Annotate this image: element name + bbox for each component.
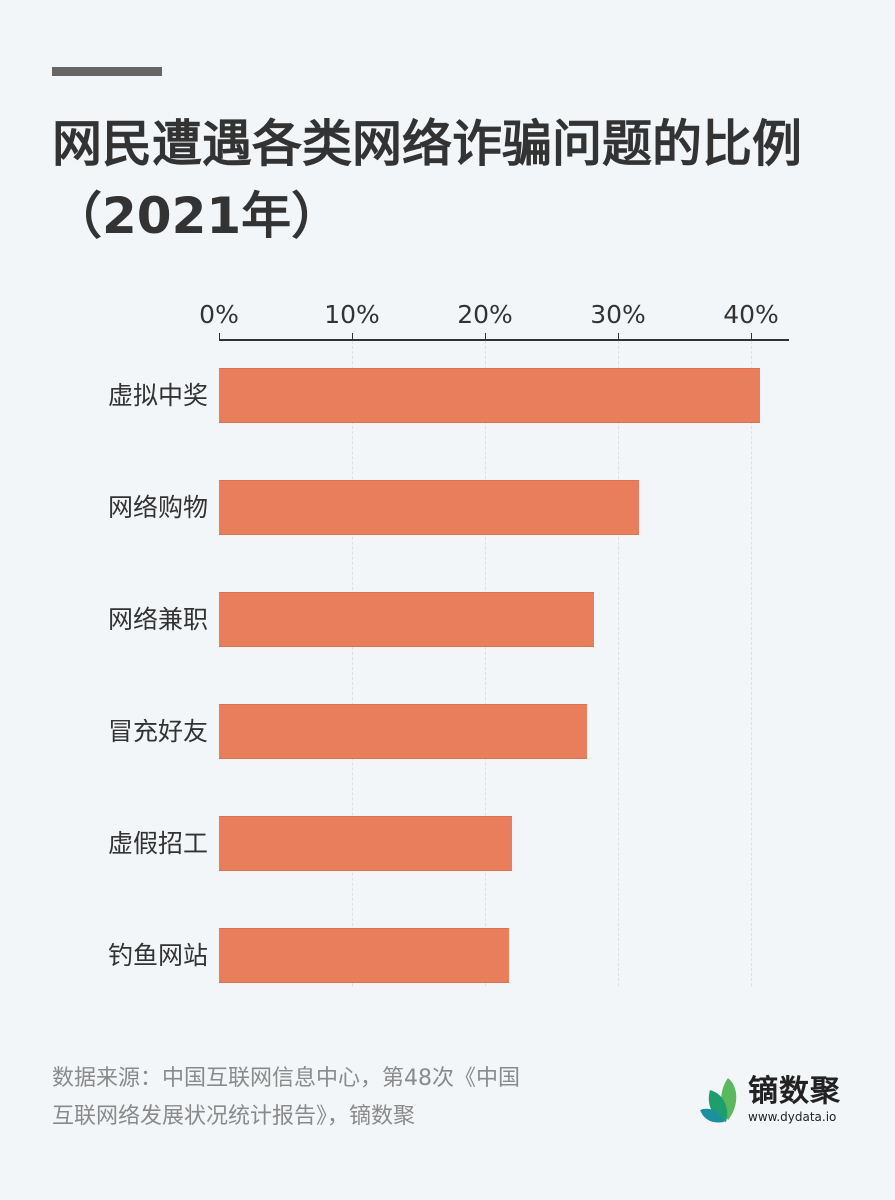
bar-3 — [219, 592, 595, 647]
gridline — [352, 341, 353, 986]
x-tick-label: 40% — [723, 300, 779, 329]
gridline — [618, 341, 619, 986]
category-label: 虚假招工 — [107, 829, 208, 858]
x-tick-label: 0% — [199, 300, 239, 329]
brand-logo: 镝数聚 www.dydata.io — [698, 1074, 841, 1124]
title-line-1: 网民遭遇各类网络诈骗问题的比例 — [52, 115, 802, 173]
bar-5 — [219, 816, 512, 871]
x-axis-tick — [751, 333, 752, 340]
chart-title: 网民遭遇各类网络诈骗问题的比例 （2021年） — [52, 108, 882, 252]
x-axis-line — [219, 339, 789, 341]
title-line-2: （2021年） — [52, 187, 342, 245]
leaf-logo-icon — [700, 1078, 737, 1123]
x-axis-tick — [618, 333, 619, 340]
bar-chart: 0% 10% 20% 30% 40% 虚拟中奖网络购物网络兼职冒充好友虚假招工钓鱼网站 — [107, 300, 789, 986]
bar-4 — [219, 704, 588, 759]
logo-name: 镝数聚 — [748, 1073, 841, 1109]
gridline — [485, 341, 486, 986]
x-axis-tick — [352, 333, 353, 340]
category-label: 网络购物 — [107, 493, 208, 522]
x-tick-label: 10% — [324, 300, 380, 329]
title-accent-bar — [52, 67, 162, 76]
logo-url: www.dydata.io — [748, 1109, 837, 1124]
category-label: 钓鱼网站 — [107, 941, 208, 970]
bar-6 — [219, 928, 509, 983]
source-note: 数据来源：中国互联网信息中心，第48次《中国 互联网络发展状况统计报告》，镝数聚 — [52, 1060, 652, 1136]
source-line-1: 数据来源：中国互联网信息中心，第48次《中国 — [52, 1066, 520, 1091]
source-line-2: 互联网络发展状况统计报告》，镝数聚 — [52, 1104, 416, 1129]
gridline — [751, 341, 752, 986]
category-label: 虚拟中奖 — [107, 381, 208, 410]
category-label: 冒充好友 — [107, 717, 208, 746]
x-tick-label: 30% — [590, 300, 646, 329]
x-tick-label: 20% — [457, 300, 513, 329]
x-axis-tick — [219, 333, 220, 340]
category-label: 网络兼职 — [107, 605, 208, 634]
bar-2 — [219, 480, 640, 535]
x-axis-tick — [485, 333, 486, 340]
bar-1 — [219, 368, 761, 423]
